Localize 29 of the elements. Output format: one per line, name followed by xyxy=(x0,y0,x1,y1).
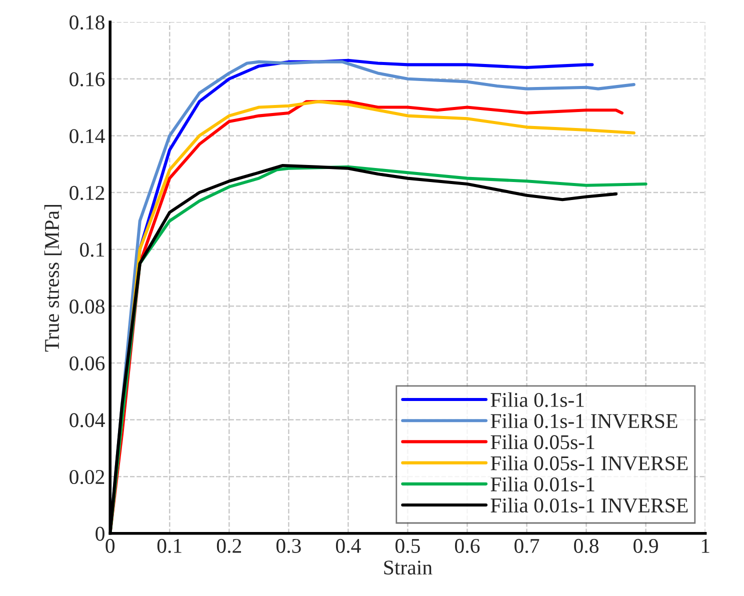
legend-label: Filia 0.1s-1 INVERSE xyxy=(490,413,678,428)
legend-label: Filia 0.05s-1 INVERSE xyxy=(490,456,688,470)
x-tick-label: 0.8 xyxy=(574,538,598,554)
y-tick-label: 0.04 xyxy=(70,413,105,428)
x-tick-label: 1 xyxy=(702,538,710,553)
y-tick-label: 0.06 xyxy=(70,356,105,370)
legend-label: Filia 0.01s-1 xyxy=(490,476,594,492)
y-tick-label: 0.14 xyxy=(70,129,105,144)
x-axis-title: Strain xyxy=(384,560,432,575)
y-tick-label: 0 xyxy=(96,526,104,541)
x-tick-label: 0.4 xyxy=(336,538,361,554)
y-tick-label: 0.18 xyxy=(70,15,104,30)
legend-label: Filia 0.05s-1 xyxy=(490,434,594,450)
legend-label: Filia 0.01s-1 INVERSE xyxy=(490,498,688,513)
x-tick-label: 0.5 xyxy=(395,538,420,554)
y-tick-label: 0.16 xyxy=(70,72,105,86)
x-tick-label: 0.7 xyxy=(514,538,540,554)
y-tick-label: 0.08 xyxy=(70,300,104,314)
y-tick-label: 0.1 xyxy=(80,242,104,257)
legend-label: Filia 0.1s-1 xyxy=(490,392,584,408)
y-tick-label: 0.02 xyxy=(70,470,104,484)
y-axis-title: True stress [MPa] xyxy=(44,205,62,352)
x-tick-label: 0.6 xyxy=(455,538,480,554)
x-tick-label: 0.3 xyxy=(276,538,301,554)
x-tick-label: 0.2 xyxy=(216,538,242,554)
x-tick-label: 0.9 xyxy=(634,538,658,554)
x-tick-label: 0.1 xyxy=(157,538,182,554)
y-tick-label: 0.12 xyxy=(70,186,104,200)
x-tick-label: 0 xyxy=(106,538,115,553)
